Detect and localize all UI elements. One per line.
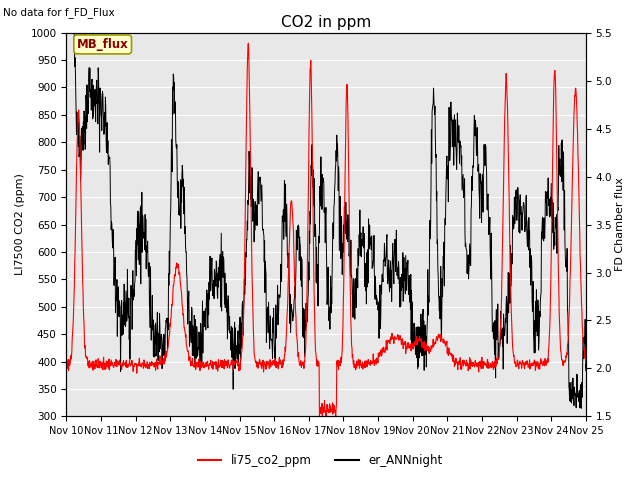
er_ANNnight [166, 248, 173, 254]
Y-axis label: LI7500 CO2 (ppm): LI7500 CO2 (ppm) [15, 174, 25, 276]
li75_co2_ppm [316, 414, 323, 420]
Text: MB_flux: MB_flux [77, 38, 129, 51]
er_ANNnight [520, 204, 528, 209]
li75_co2_ppm [63, 364, 70, 370]
Line: er_ANNnight: er_ANNnight [67, 33, 586, 408]
Line: li75_co2_ppm: li75_co2_ppm [67, 43, 586, 417]
li75_co2_ppm [407, 348, 415, 354]
Title: CO2 in ppm: CO2 in ppm [281, 15, 371, 30]
li75_co2_ppm [475, 360, 483, 366]
er_ANNnight [406, 307, 414, 312]
er_ANNnight [582, 368, 589, 373]
er_ANNnight [577, 406, 585, 411]
er_ANNnight [63, 30, 70, 36]
Y-axis label: FD Chamber flux: FD Chamber flux [615, 178, 625, 272]
li75_co2_ppm [236, 361, 244, 367]
Legend: li75_co2_ppm, er_ANNnight: li75_co2_ppm, er_ANNnight [193, 449, 447, 472]
er_ANNnight [236, 314, 244, 320]
li75_co2_ppm [244, 40, 252, 46]
er_ANNnight [178, 173, 186, 179]
li75_co2_ppm [582, 360, 589, 366]
Text: No data for f_FD_Flux: No data for f_FD_Flux [3, 7, 115, 18]
li75_co2_ppm [521, 362, 529, 368]
er_ANNnight [474, 164, 482, 170]
li75_co2_ppm [166, 333, 173, 338]
li75_co2_ppm [178, 298, 186, 304]
